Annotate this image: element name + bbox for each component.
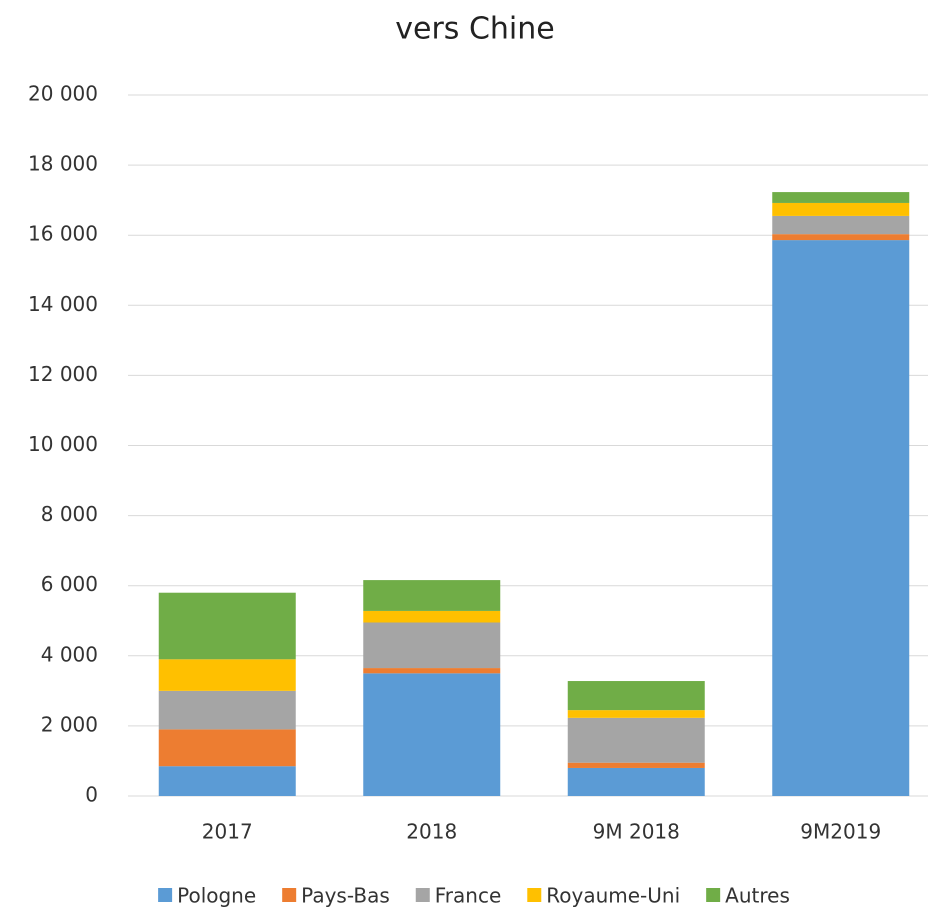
bar-segment [158, 592, 296, 660]
y-tick-label: 10 000 [28, 432, 98, 456]
x-tick-label: 9M2019 [800, 820, 881, 844]
bar-segment [772, 215, 910, 235]
y-tick-label: 2 000 [41, 712, 98, 736]
legend-label: Autres [725, 884, 790, 908]
bar-segment [158, 659, 296, 691]
bar-segment [772, 202, 910, 216]
bar-segment [772, 192, 910, 203]
y-tick-label: 14 000 [28, 292, 98, 316]
bar-segment [772, 240, 910, 796]
bar-segment [363, 668, 501, 674]
y-tick-label: 0 [85, 783, 98, 807]
y-tick-label: 6 000 [41, 572, 98, 596]
bar-segment [772, 234, 910, 241]
bar-segment [363, 580, 501, 611]
legend-label: France [435, 884, 502, 908]
y-tick-label: 8 000 [41, 502, 98, 526]
bar-segment [363, 673, 501, 796]
bar-segment [567, 681, 705, 711]
y-tick-label: 16 000 [28, 222, 98, 246]
x-tick-label: 2018 [406, 820, 457, 844]
bar-segment [567, 710, 705, 718]
x-tick-label: 9M 2018 [593, 820, 680, 844]
legend-label: Royaume-Uni [546, 884, 680, 908]
y-tick-label: 4 000 [41, 642, 98, 666]
legend-label: Pays-Bas [301, 884, 390, 908]
legend-swatch [158, 888, 173, 902]
legend-swatch [415, 888, 430, 902]
bar-segment [158, 729, 296, 767]
chart-title: vers Chine [395, 12, 554, 47]
bar-segment [567, 767, 705, 796]
legend-swatch [706, 888, 721, 902]
bar-segment [567, 717, 705, 763]
bar-segment [158, 766, 296, 796]
bar-segment [158, 690, 296, 730]
x-tick-label: 2017 [202, 820, 253, 844]
y-tick-label: 12 000 [28, 362, 98, 386]
y-tick-label: 20 000 [28, 82, 98, 106]
bar-segment [363, 622, 501, 669]
y-tick-label: 18 000 [28, 152, 98, 176]
legend-label: Pologne [177, 884, 256, 908]
legend-swatch [527, 888, 542, 902]
bar-segment [567, 762, 705, 768]
legend-swatch [282, 888, 297, 902]
bar-segment [363, 610, 501, 623]
